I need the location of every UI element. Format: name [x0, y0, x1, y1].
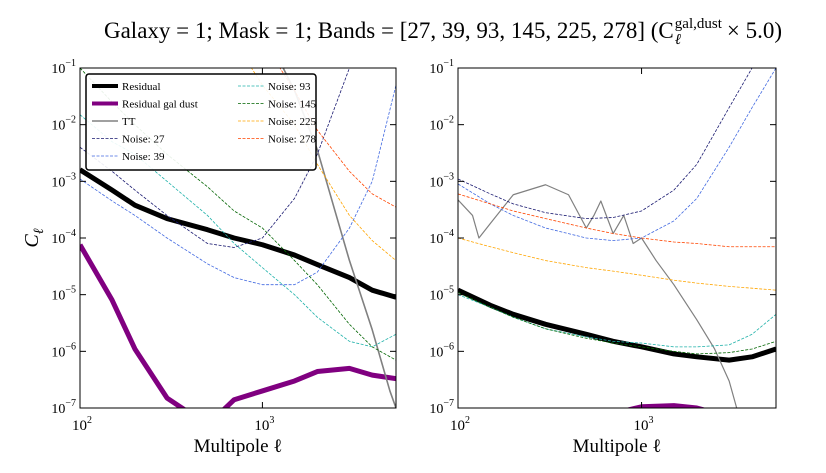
y-tick-label: 10−1 — [429, 58, 454, 77]
series-line — [80, 68, 350, 248]
y-tick-label: 10−4 — [429, 228, 454, 247]
y-tick-base: 10 — [51, 345, 65, 360]
x-tick-label: 103 — [634, 415, 654, 434]
y-tick-base: 10 — [429, 119, 443, 134]
x-tick-exponent: 3 — [649, 415, 654, 426]
x-tick-base: 10 — [72, 418, 87, 434]
chart-title-superscript: gal,dust — [675, 16, 723, 32]
y-tick-label: 10−5 — [429, 285, 454, 304]
y-tick-exponent: −7 — [443, 398, 454, 409]
series-line — [458, 193, 776, 248]
y-tick-label: 10−2 — [51, 115, 76, 134]
y-tick-label: 10−7 — [51, 398, 76, 417]
x-tick-exponent: 2 — [465, 415, 470, 426]
y-tick-base: 10 — [429, 175, 443, 190]
y-tick-label: 10−7 — [429, 398, 454, 417]
chart-title: Galaxy = 1; Mask = 1; Bands = [27, 39, 9… — [104, 18, 674, 43]
y-tick-exponent: −6 — [65, 341, 76, 352]
series-line — [458, 68, 753, 219]
y-tick-label: 10−5 — [51, 285, 76, 304]
legend-label: Noise: 93 — [268, 81, 311, 93]
chart-title-tail: × 5.0) — [727, 18, 782, 43]
y-tick-base: 10 — [51, 232, 65, 247]
x-axis-label: Multipole ℓ — [573, 436, 662, 457]
legend-label: Residual — [122, 81, 161, 93]
y-tick-exponent: −3 — [65, 171, 76, 182]
plot-lines — [80, 68, 396, 408]
y-tick-base: 10 — [429, 289, 443, 304]
y-tick-label: 10−3 — [51, 171, 76, 190]
x-tick-label: 103 — [254, 415, 274, 434]
legend-label: TT — [122, 116, 136, 128]
y-tick-exponent: −7 — [65, 398, 76, 409]
y-tick-exponent: −2 — [65, 115, 76, 126]
y-tick-base: 10 — [429, 62, 443, 77]
plot-lines — [458, 68, 776, 408]
y-tick-exponent: −4 — [443, 228, 454, 239]
x-tick-base: 10 — [450, 418, 465, 434]
series-line — [458, 237, 776, 291]
y-tick-label: 10−6 — [51, 341, 76, 360]
x-tick-base: 10 — [634, 418, 649, 434]
x-tick-label: 102 — [450, 415, 470, 434]
y-tick-base: 10 — [51, 402, 65, 417]
y-axis-label: Cℓ — [21, 228, 47, 247]
series-line — [80, 243, 396, 408]
y-tick-exponent: −5 — [65, 285, 76, 296]
y-tick-base: 10 — [429, 402, 443, 417]
y-tick-label: 10−1 — [51, 58, 76, 77]
series-line — [279, 68, 396, 208]
y-tick-exponent: −1 — [65, 58, 76, 69]
x-axis-label: Multipole ℓ — [194, 436, 283, 457]
y-tick-base: 10 — [51, 119, 65, 134]
series-line — [458, 294, 776, 348]
y-tick-base: 10 — [429, 232, 443, 247]
y-axis-label-sub: ℓ — [32, 228, 47, 234]
legend-label: Residual gal dust — [122, 99, 198, 111]
y-tick-exponent: −6 — [443, 341, 454, 352]
x-tick-label: 102 — [72, 415, 92, 434]
plot-frame — [457, 67, 777, 409]
y-tick-exponent: −1 — [443, 58, 454, 69]
y-tick-label: 10−3 — [429, 171, 454, 190]
chart-title-subscript: ℓ — [675, 32, 681, 48]
y-tick-base: 10 — [429, 345, 443, 360]
series-line — [458, 287, 776, 363]
y-tick-exponent: −4 — [65, 228, 76, 239]
y-tick-exponent: −3 — [443, 171, 454, 182]
y-tick-base: 10 — [51, 62, 65, 77]
legend-label: Noise: 278 — [268, 134, 316, 146]
series-line — [458, 184, 738, 408]
x-tick-exponent: 3 — [269, 415, 274, 426]
legend-box — [85, 73, 317, 171]
series-line — [458, 68, 776, 241]
y-axis-label-main: C — [21, 234, 43, 248]
x-tick-base: 10 — [254, 418, 269, 434]
y-tick-exponent: −2 — [443, 115, 454, 126]
legend-label: Noise: 225 — [268, 116, 316, 128]
y-tick-exponent: −5 — [443, 285, 454, 296]
legend-label: Noise: 39 — [122, 151, 165, 163]
legend-label: Noise: 27 — [122, 134, 165, 146]
series-line — [80, 84, 396, 286]
x-tick-exponent: 2 — [87, 415, 92, 426]
y-tick-label: 10−4 — [51, 228, 76, 247]
series-line — [80, 167, 396, 300]
series-line — [458, 291, 776, 355]
y-tick-base: 10 — [51, 289, 65, 304]
y-tick-label: 10−6 — [429, 341, 454, 360]
y-tick-label: 10−2 — [429, 115, 454, 134]
y-tick-base: 10 — [51, 175, 65, 190]
legend-label: Noise: 145 — [268, 99, 316, 111]
